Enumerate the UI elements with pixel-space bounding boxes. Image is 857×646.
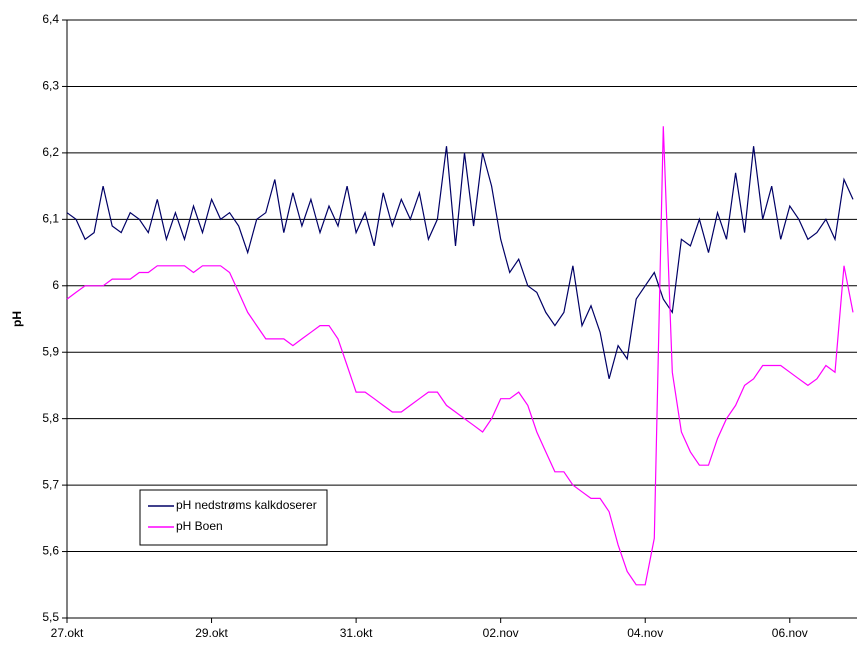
- x-tick-label: 27.okt: [51, 626, 84, 640]
- x-tick-label: 06.nov: [772, 626, 808, 640]
- legend-box: [139, 489, 328, 546]
- y-tick-label: 6,2: [42, 145, 59, 159]
- y-axis-label: pH: [10, 311, 24, 327]
- y-tick-label: 5,5: [42, 610, 59, 624]
- series-line: [66, 146, 854, 379]
- legend-label: pH nedstrøms kalkdoserer: [176, 498, 317, 512]
- y-tick-label: 6,3: [42, 79, 59, 93]
- legend-label: pH Boen: [176, 519, 223, 533]
- y-tick-label: 5,7: [42, 477, 59, 491]
- y-tick-label: 5,8: [42, 411, 59, 425]
- y-tick-label: 5,9: [42, 344, 59, 358]
- x-tick-label: 04.nov: [627, 626, 663, 640]
- y-tick-label: 6,4: [42, 12, 59, 26]
- y-tick-label: 6,1: [42, 212, 59, 226]
- series-line: [66, 126, 854, 586]
- y-tick-label: 6: [52, 278, 59, 292]
- x-tick-label: 29.okt: [195, 626, 228, 640]
- legend: pH nedstrøms kalkdoserer pH Boen: [139, 489, 328, 546]
- x-tick-label: 02.nov: [483, 626, 519, 640]
- x-tick-label: 31.okt: [340, 626, 373, 640]
- y-tick-label: 5,6: [42, 544, 59, 558]
